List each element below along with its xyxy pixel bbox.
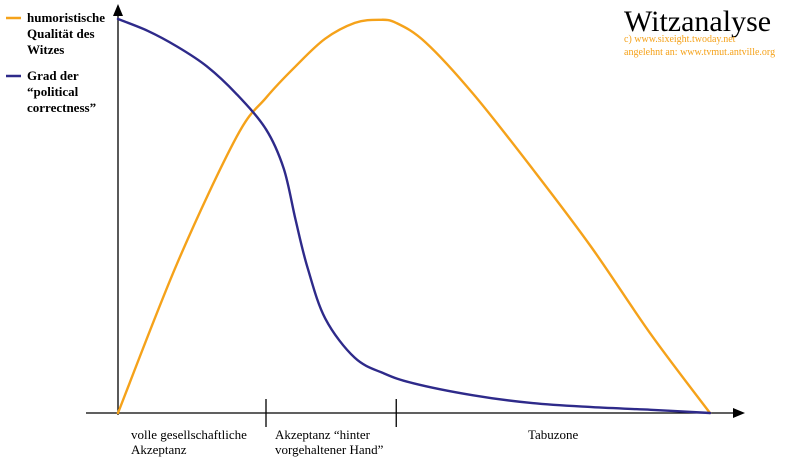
y-axis-arrowhead xyxy=(113,4,123,16)
legend-label-1: humoristische Qualität des Witzes xyxy=(27,10,105,57)
legend-label-2: Grad der “political correctness” xyxy=(27,68,96,115)
legend: humoristische Qualität des Witzes Grad der “… xyxy=(6,10,105,115)
zone-label-3: Tabuzone xyxy=(528,427,579,442)
series-line-2 xyxy=(116,17,712,415)
credit-line-2: angelehnt an: www.tvmut.antville.org xyxy=(624,47,775,58)
x-axis-arrowhead xyxy=(733,408,745,418)
zone-dividers xyxy=(265,399,397,427)
axes xyxy=(86,4,745,418)
chart-title: Witzanalyse xyxy=(624,5,771,38)
series-line-1 xyxy=(116,18,712,415)
series-layer xyxy=(116,17,712,415)
zone-label-1: volle gesellschaftliche Akzeptanz xyxy=(131,427,247,457)
credit-line-1: c) www.sixeight.twoday.net xyxy=(624,34,736,45)
zone-labels: volle gesellschaftliche Akzeptanz Akzeptan… xyxy=(131,427,579,457)
zone-label-2: Akzeptanz “hinter vorgehaltener Hand” xyxy=(275,427,384,457)
